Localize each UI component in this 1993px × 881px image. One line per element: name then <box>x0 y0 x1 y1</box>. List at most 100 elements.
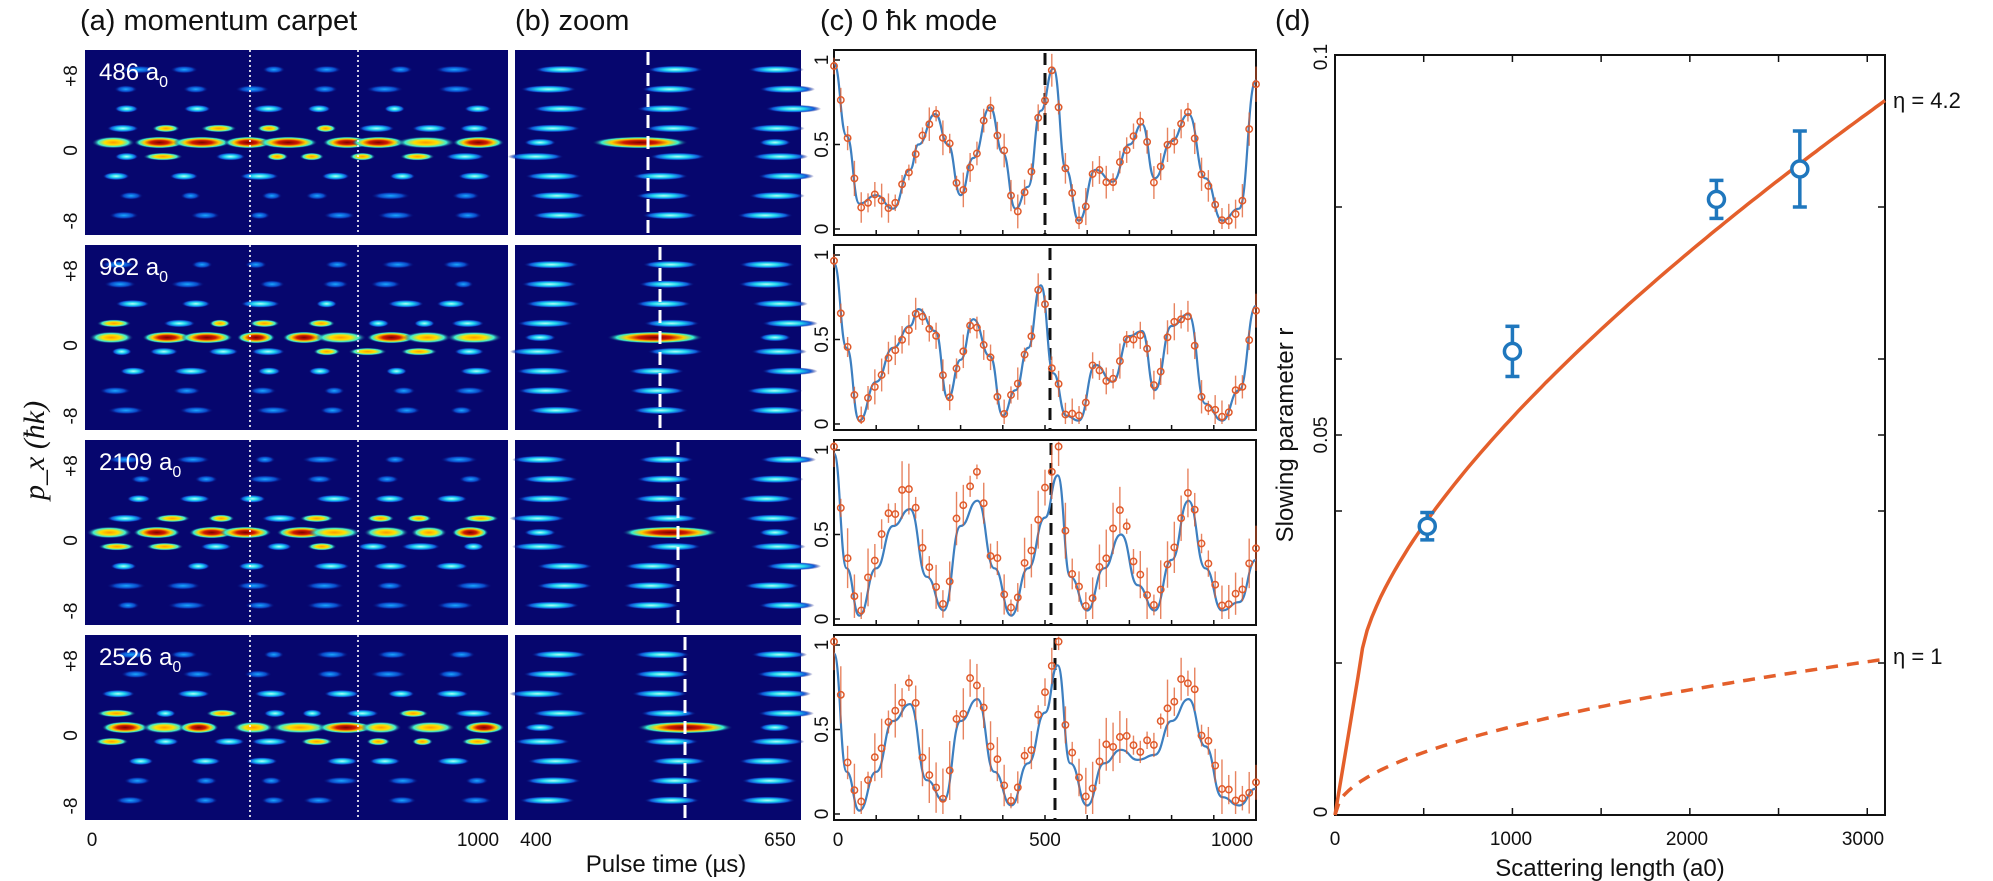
carpet-mark <box>186 562 210 571</box>
carpet-mark <box>319 406 346 415</box>
carpet-mark <box>263 709 287 718</box>
carpet-mark <box>392 406 421 415</box>
mode-data-point <box>857 415 866 423</box>
carpet-mark <box>96 319 132 328</box>
zoom-mark <box>633 670 690 679</box>
mode-data-point <box>836 503 845 512</box>
zoom-mark <box>534 65 591 74</box>
zoom-mark <box>759 333 791 342</box>
mode-data-point <box>938 133 947 142</box>
carpet-mark <box>248 386 277 395</box>
mode-data-point <box>1211 405 1220 414</box>
zoom-mark <box>765 562 822 571</box>
carpet-mark <box>170 65 199 74</box>
mode-data-point <box>1102 554 1111 563</box>
carpet-mark <box>169 650 198 659</box>
mode-data-point <box>911 503 920 512</box>
mode-data-point <box>1190 685 1199 694</box>
mode-data-point <box>1095 166 1104 174</box>
mode-data-point <box>1129 557 1138 566</box>
mode-data-point <box>1252 544 1260 553</box>
mode-data-point <box>972 323 981 332</box>
mode-data-point <box>1211 200 1220 209</box>
mode-data-point <box>830 256 838 265</box>
carpet-mark <box>239 172 279 181</box>
mode-data-point <box>891 346 900 355</box>
mode-data-point <box>1197 731 1206 740</box>
mode-data-point <box>884 718 893 726</box>
carpet-mark <box>106 124 139 133</box>
mode-data-point <box>959 501 968 510</box>
mode-data-point <box>1156 367 1165 376</box>
carpet-mark <box>324 689 360 698</box>
zoom-mark <box>642 260 699 269</box>
carpet-mark <box>384 104 405 113</box>
mode-data-point <box>966 674 975 683</box>
carpet-mark <box>465 776 489 785</box>
mode-data-point <box>1197 539 1206 548</box>
mode-data-point <box>1000 590 1009 599</box>
zoom-mark <box>509 689 566 698</box>
zoom-mark <box>635 191 692 200</box>
zoom-mark <box>751 650 808 659</box>
mode-data-point <box>1013 379 1022 388</box>
carpet-mark <box>372 562 409 571</box>
carpet-mark <box>155 709 176 718</box>
carpet-mark <box>300 737 333 746</box>
carpet-mark <box>219 526 272 539</box>
carpet-mark <box>239 494 266 503</box>
zoom-mark <box>645 542 702 551</box>
carpet-mark <box>102 172 130 181</box>
mode-data-point <box>1000 781 1009 790</box>
carpet-mark <box>459 796 492 805</box>
mode-data-point <box>1238 196 1247 205</box>
carpet-mark <box>311 85 338 94</box>
carpet-mark <box>142 331 192 344</box>
zoom-mark <box>748 191 805 200</box>
carpet-mark <box>252 104 285 113</box>
carpet-mark <box>400 347 438 356</box>
zoom-mark <box>750 347 807 356</box>
mode-data-point <box>1190 341 1199 350</box>
row-label: 982 a0 <box>99 254 168 286</box>
carpet-mark <box>154 514 191 523</box>
mode-y-tick: 1 <box>812 55 833 66</box>
mode-data-point <box>952 178 961 187</box>
mode-data-point <box>1007 796 1015 805</box>
mode-data-point <box>850 391 859 399</box>
mode-data-point <box>932 331 941 340</box>
mode-data-point <box>1231 589 1240 598</box>
chart-d-x-tick-3: 3000 <box>1842 829 1884 850</box>
carpet-mark <box>189 757 221 766</box>
mode-data-point <box>850 174 859 183</box>
mode-data-point <box>1183 679 1192 688</box>
carpet-mark <box>183 104 211 113</box>
carpet-mark <box>128 757 154 766</box>
carpet-mark <box>236 331 276 344</box>
carpet-y-tick: +8 <box>61 260 82 282</box>
carpet-mark <box>307 526 362 539</box>
mode-data-point <box>1034 113 1043 122</box>
mode-data-point <box>1136 331 1145 340</box>
carpet-mark <box>194 475 218 484</box>
carpet-mark <box>313 347 341 356</box>
mode-data-point <box>1000 409 1009 418</box>
carpet-mark <box>358 124 395 133</box>
carpet-mark <box>86 526 133 539</box>
carpet-mark <box>375 475 400 484</box>
carpet-x-tick-0: 0 <box>87 830 98 851</box>
carpet-mark <box>450 406 473 415</box>
carpet-mark <box>399 152 435 161</box>
zoom-mark <box>515 367 572 376</box>
mode-fit-curve <box>832 652 1257 812</box>
zoom-mark <box>642 514 699 523</box>
carpet-mark <box>406 721 455 734</box>
carpet-mark <box>387 299 424 308</box>
mode-y-tick: 0.5 <box>812 521 833 547</box>
mode-data-point <box>843 343 852 351</box>
carpet-mark <box>106 514 144 523</box>
carpet-mark <box>462 514 499 523</box>
mode-data-point <box>1109 524 1118 533</box>
mode-data-point <box>830 442 838 451</box>
carpet-mark <box>191 260 213 269</box>
